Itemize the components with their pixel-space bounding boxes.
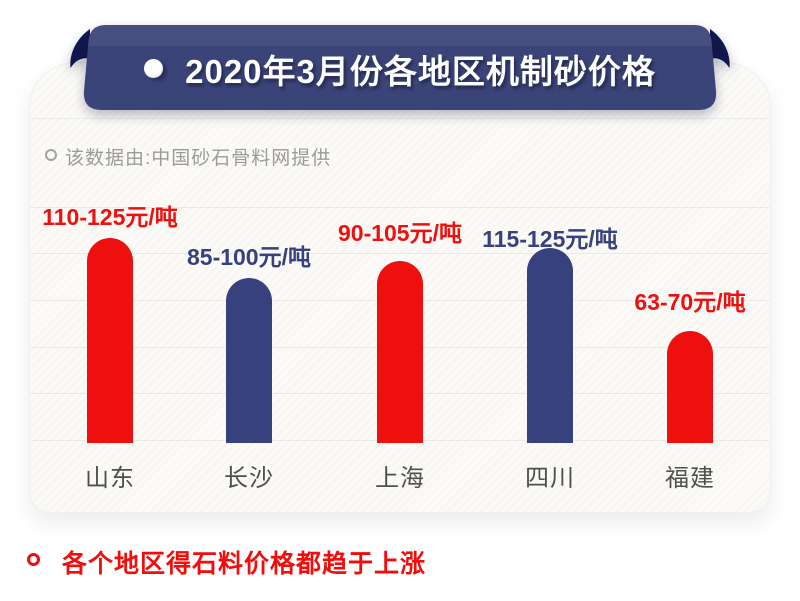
price-label-fujian: 63-70元/吨	[634, 289, 746, 315]
bar-shanghai	[377, 261, 423, 443]
bar-fujian	[667, 331, 713, 443]
page-title: 2020年3月份各地区机制砂价格	[185, 52, 656, 90]
footer-note: 各个地区得石料价格都趋于上涨	[62, 550, 427, 578]
axis-label-changsha: 长沙	[224, 465, 274, 492]
gridline	[31, 253, 769, 254]
price-label-shanghai: 90-105元/吨	[337, 220, 462, 246]
banner-fold-right-icon	[710, 29, 730, 68]
bar-sichuan	[527, 248, 573, 443]
section-separator	[32, 118, 769, 119]
source-note: 该数据由:中国砂石骨料网提供	[65, 148, 332, 169]
price-label-shandong: 110-125元/吨	[42, 204, 178, 230]
axis-label-sichuan: 四川	[525, 465, 575, 492]
banner-content: 2020年3月份各地区机制砂价格	[82, 27, 718, 110]
axis-label-shandong: 山东	[85, 465, 135, 492]
bar-changsha	[226, 278, 272, 443]
source-note-bullet-icon	[45, 149, 57, 161]
price-label-sichuan: 115-125元/吨	[482, 226, 618, 252]
banner-bullet-icon	[144, 59, 164, 78]
header-banner: 2020年3月份各地区机制砂价格	[60, 18, 740, 118]
banner-sheen	[88, 25, 712, 46]
bar-shandong	[87, 238, 133, 443]
footer-bullet-icon	[27, 553, 40, 566]
axis-label-fujian: 福建	[665, 465, 715, 492]
banner-fold-left-icon	[70, 29, 90, 68]
price-label-changsha: 85-100元/吨	[186, 244, 311, 270]
gridline	[31, 207, 769, 208]
banner-ribbon-shape	[70, 25, 730, 110]
axis-label-shanghai: 上海	[375, 465, 425, 492]
banner-body	[83, 25, 717, 110]
